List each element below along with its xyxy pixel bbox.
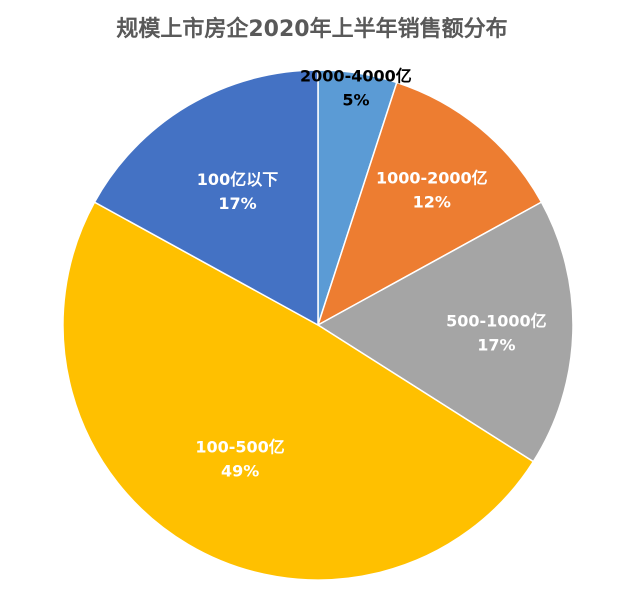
pie-slice-3: [62, 201, 535, 581]
slice-percent-label-1: 12%: [413, 193, 451, 212]
slice-percent-label-4: 17%: [218, 194, 256, 213]
slice-category-label-4: 100亿以下: [197, 170, 278, 189]
chart-title: 规模上市房企2020年上半年销售额分布: [116, 16, 507, 42]
pie-labels: 2000-4000亿 5% 1000-2000亿 12% 500-1000亿 17% 100…: [195, 67, 546, 481]
slice-category-label-1: 1000-2000亿: [376, 169, 488, 188]
slice-percent-label-2: 17%: [477, 336, 515, 355]
pie-slices: [62, 69, 574, 581]
slice-category-label-2: 500-1000亿: [446, 312, 547, 331]
slice-category-label-3: 100-500亿: [195, 438, 284, 457]
pie-slice-2: [316, 201, 574, 463]
slice-category-label-0: 2000-4000亿: [300, 67, 412, 86]
slice-percent-label-3: 49%: [221, 462, 259, 481]
slice-percent-label-0: 5%: [342, 91, 369, 110]
pie-slice-4: [93, 69, 319, 327]
pie-slice-1: [316, 81, 543, 327]
